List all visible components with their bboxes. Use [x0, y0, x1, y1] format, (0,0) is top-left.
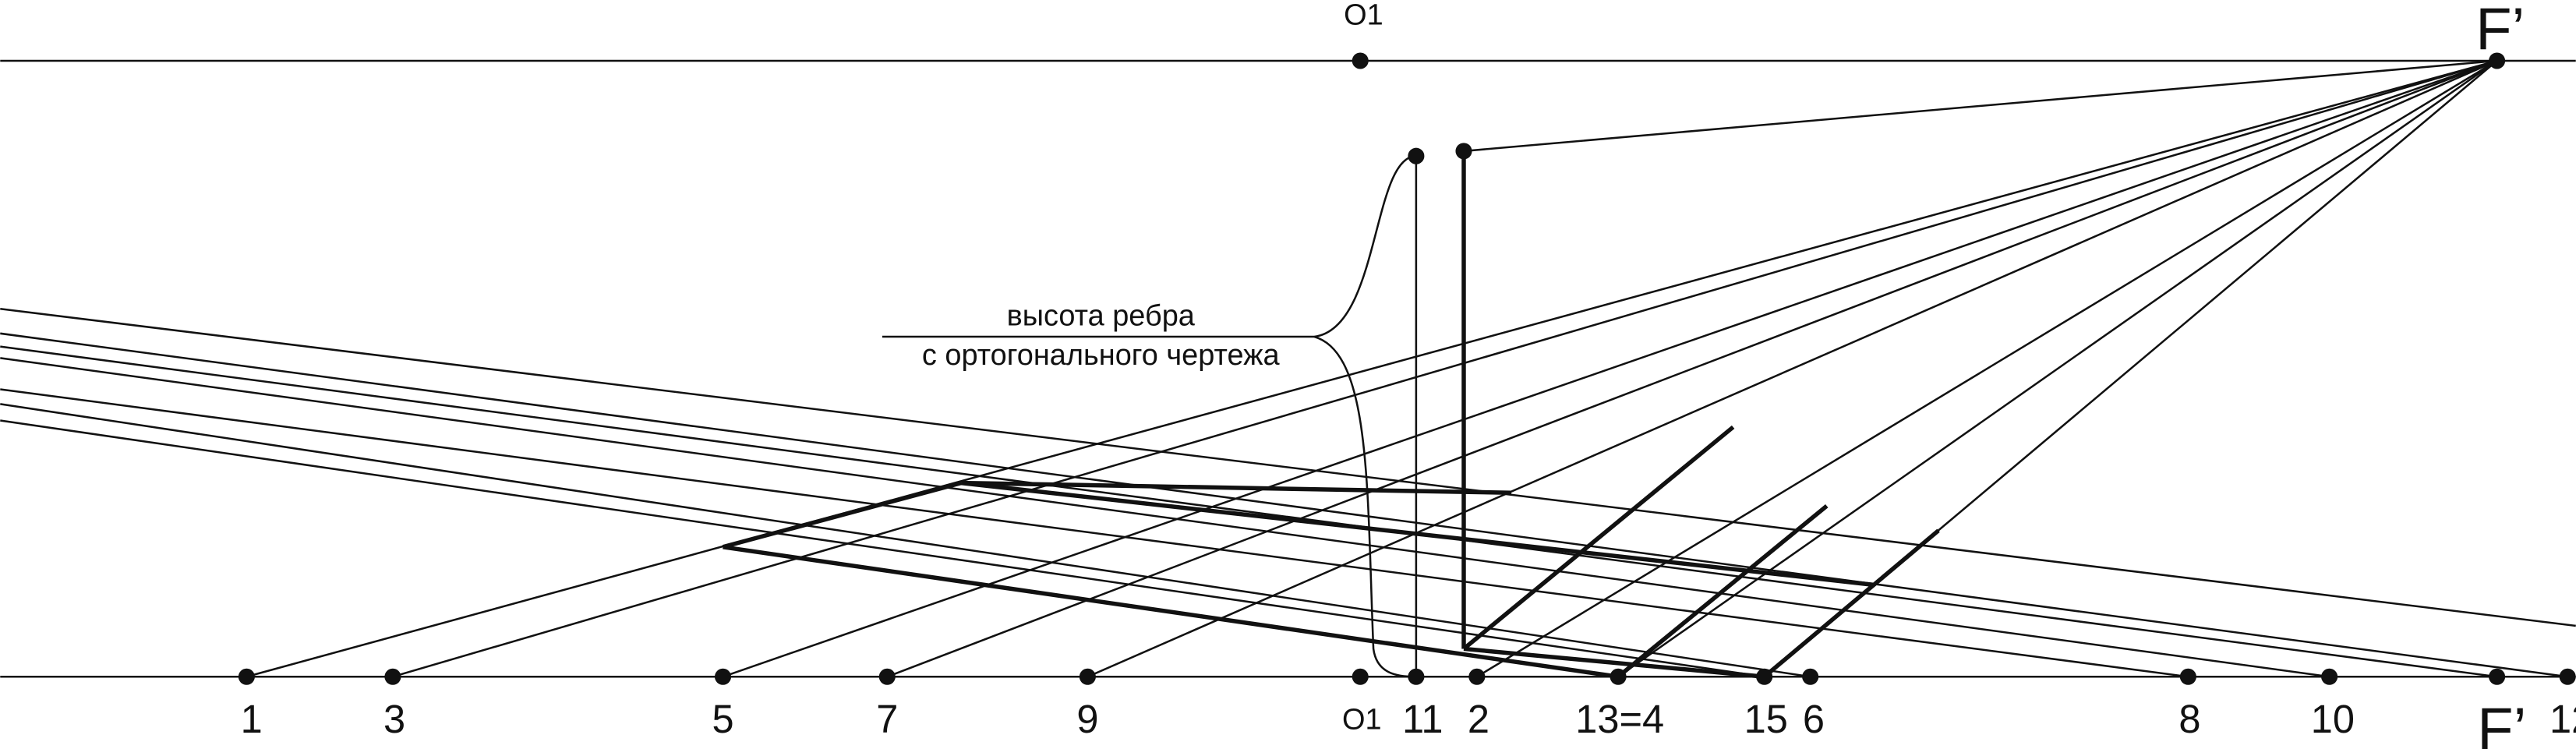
point-labels: 1 3 5 7 9 O1 11 2 13=4 15 6 8 10 F’ 12	[241, 696, 2576, 749]
point-label: 1	[241, 697, 263, 741]
points	[238, 52, 2576, 685]
point-label: O1	[1342, 704, 1382, 737]
point-label: 10	[2311, 697, 2355, 741]
point-label: 5	[712, 697, 733, 741]
point-label: 11	[1402, 697, 1443, 741]
point-label: F’	[2477, 696, 2526, 749]
point-label: 15	[1744, 697, 1788, 741]
annotation: с ортогонального чертежа	[922, 339, 1281, 372]
point-label: 8	[2178, 697, 2200, 741]
point-label: 6	[1803, 697, 1825, 741]
point-label: 2	[1468, 697, 1489, 741]
point-label: 13=4	[1575, 697, 1664, 741]
label: O1	[1344, 0, 1383, 32]
point-label: 7	[876, 697, 898, 741]
label: F’	[2475, 0, 2525, 62]
annotation: высота ребра	[1007, 299, 1196, 332]
point-label: 3	[383, 697, 405, 741]
result-edges	[722, 150, 1940, 679]
construction-lines	[0, 59, 2576, 678]
point-label: 9	[1076, 697, 1098, 741]
point-label: 12	[2549, 697, 2576, 741]
